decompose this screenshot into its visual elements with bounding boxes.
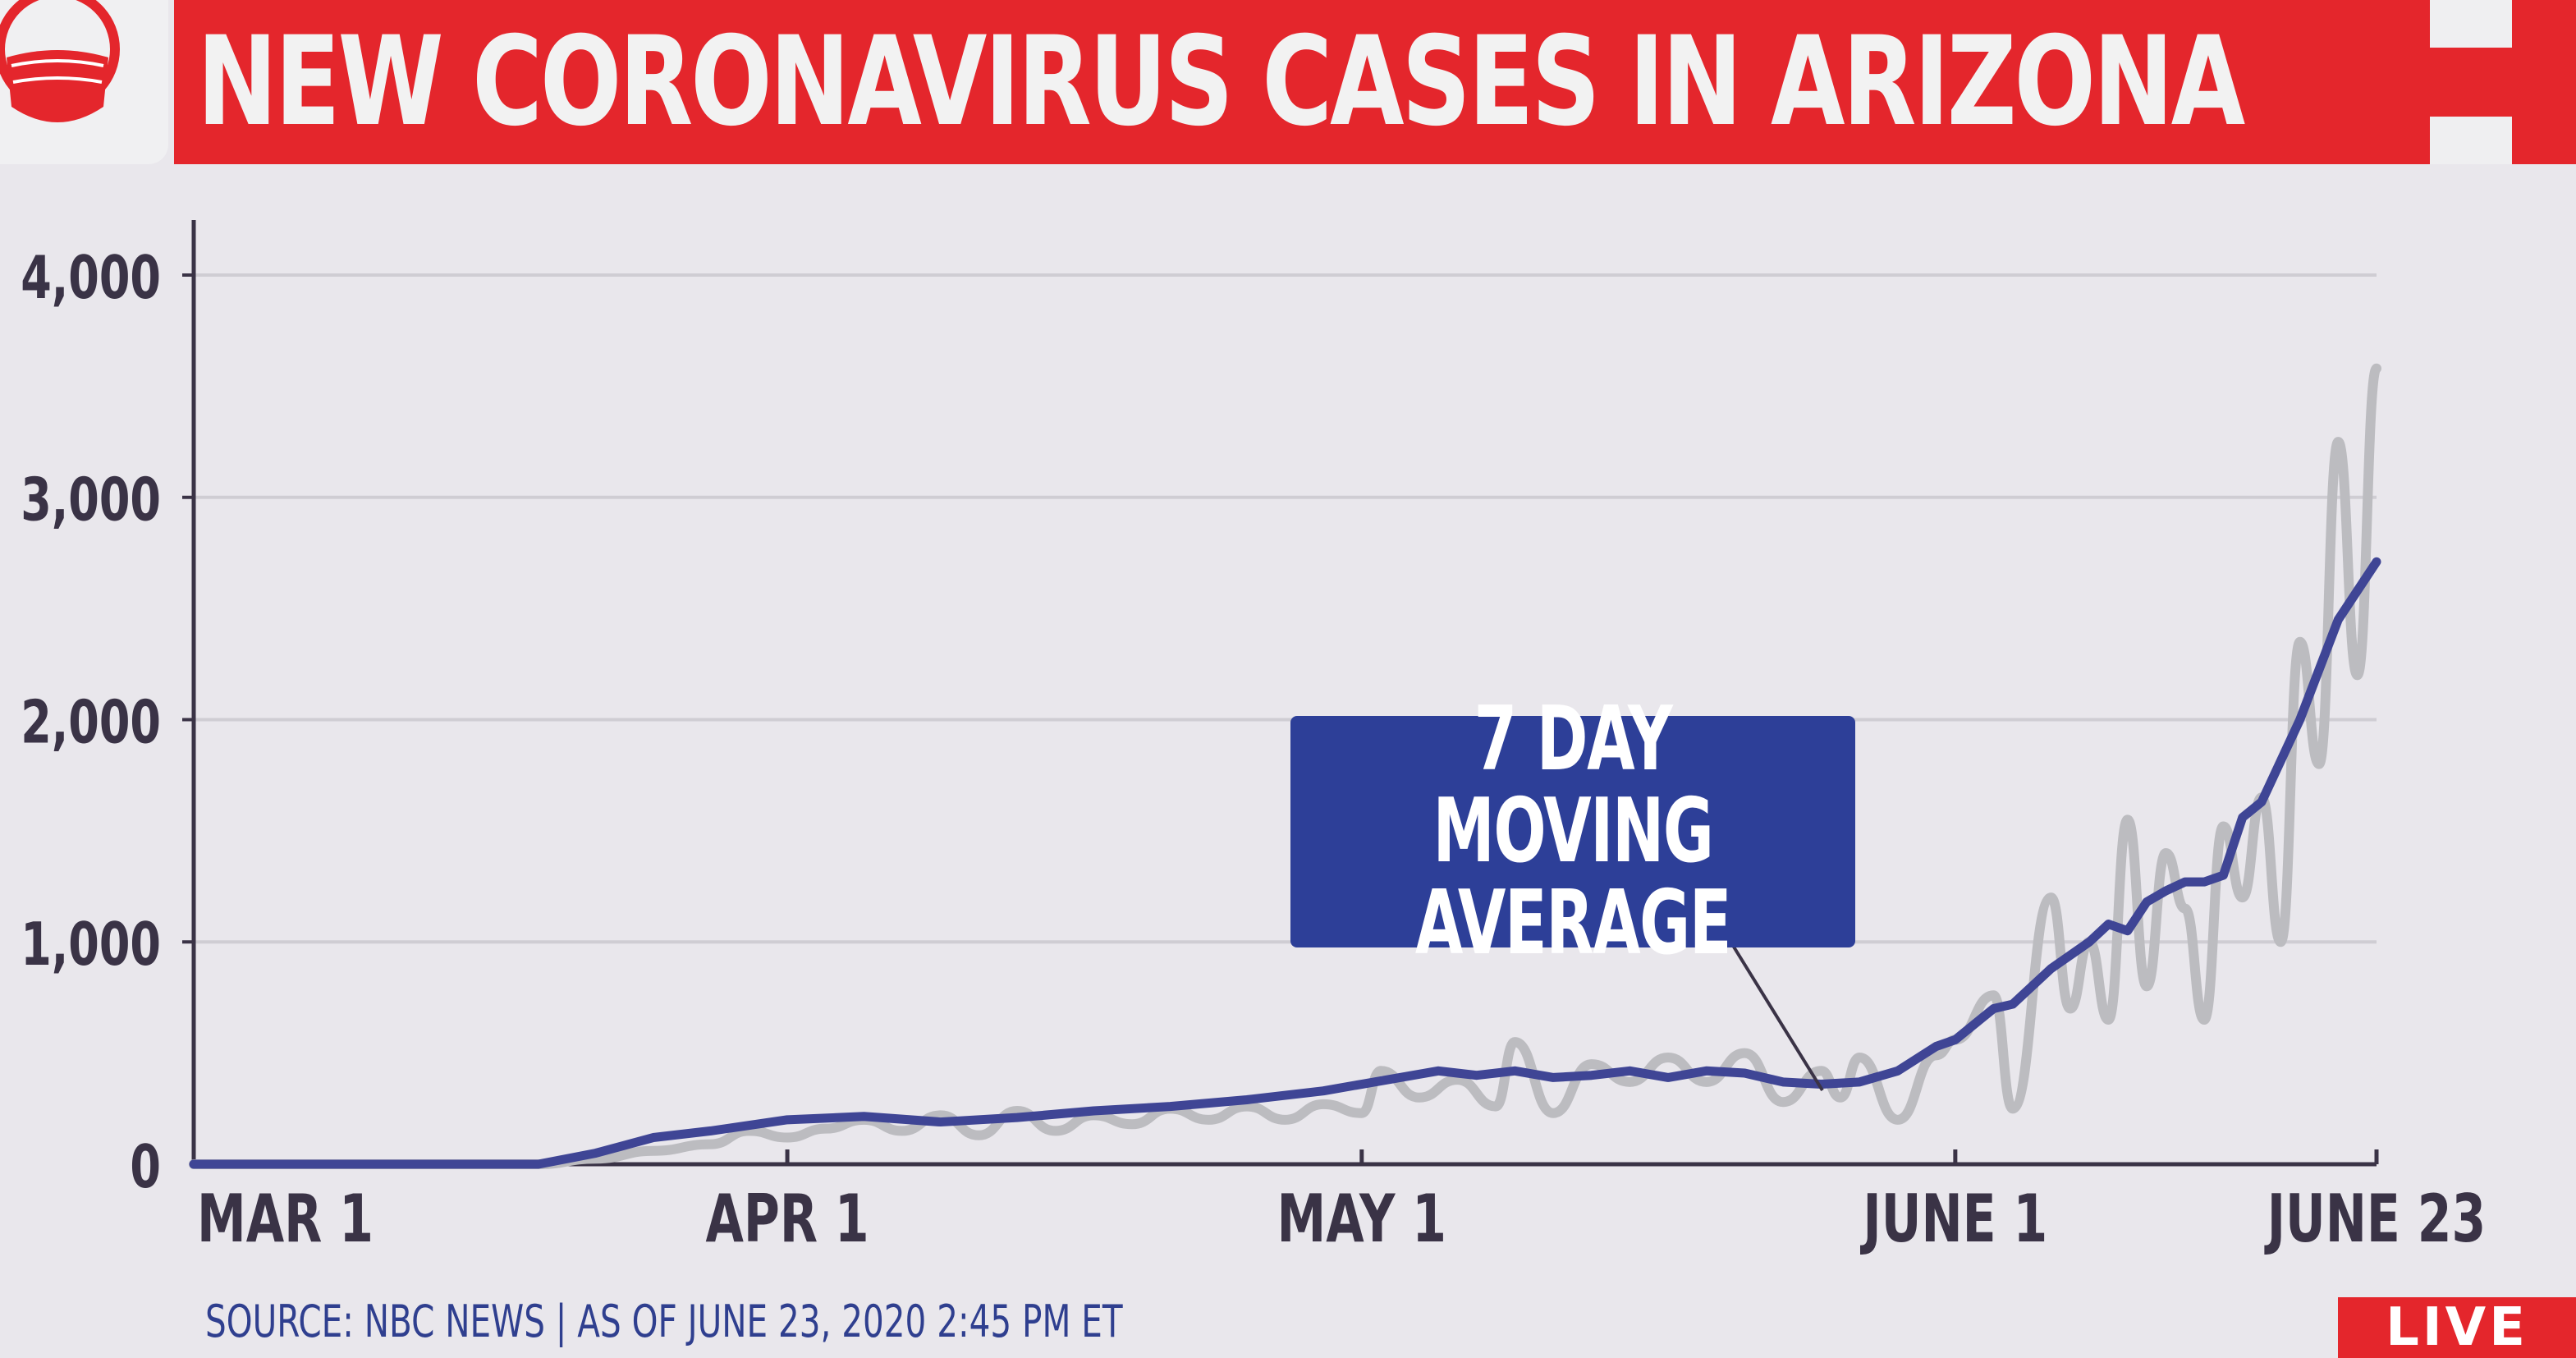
title-banner: [174, 0, 2430, 164]
y-tick-label: 2,000: [21, 689, 161, 758]
daily-cases-line: [189, 363, 2381, 1170]
x-tick-label: MAR 1: [197, 1180, 374, 1257]
live-badge: LIVE: [2338, 1297, 2576, 1358]
callout-text: 7 DAY MOVING AVERAGE: [1414, 688, 1732, 975]
red-cross-icon: [2364, 0, 2576, 164]
x-tick-label: JUNE 23: [2264, 1180, 2486, 1257]
moving-average-line: [189, 557, 2381, 1169]
x-tick-label: JUNE 1: [1860, 1180, 2047, 1257]
face-mask-icon: [0, 0, 168, 164]
x-tick-label: APR 1: [705, 1180, 869, 1257]
y-tick-label: 1,000: [21, 911, 161, 980]
source-credit: SOURCE: NBC NEWS | AS OF JUNE 23, 2020 2…: [205, 1296, 1123, 1347]
y-tick-label: 4,000: [21, 244, 161, 313]
y-tick-label: 0: [130, 1133, 161, 1202]
x-tick-label: MAY 1: [1277, 1180, 1446, 1257]
annotation-pointer: [1730, 943, 1824, 1092]
y-tick-label: 3,000: [21, 466, 161, 535]
moving-average-callout: 7 DAY MOVING AVERAGE: [1290, 694, 1855, 970]
